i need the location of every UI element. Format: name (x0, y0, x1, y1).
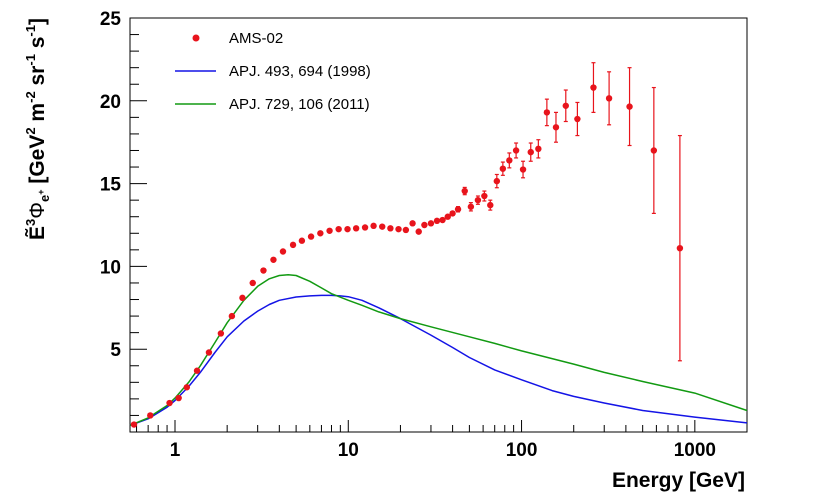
data-point (175, 394, 182, 402)
y-tick-label: 15 (100, 175, 122, 196)
data-point (461, 187, 468, 195)
x-tick-labels: 1 10 100 1000 (170, 440, 716, 461)
data-point (205, 349, 213, 356)
y-tick-label: 25 (100, 9, 122, 30)
axis-ticks (130, 17, 748, 433)
data-point (193, 367, 201, 374)
y-title-pow3: 3 (23, 219, 38, 226)
data-point (361, 224, 369, 231)
data-point (427, 220, 435, 227)
y-title-pow-m1a: -1 (23, 54, 38, 66)
data-point (543, 109, 551, 116)
data-point (249, 279, 256, 287)
data-point (335, 225, 342, 233)
x-axis-title: Energy [GeV] (612, 469, 745, 492)
data-point (474, 196, 482, 204)
y-title-close: ] (26, 18, 49, 25)
y-title-pow-m2: -2 (23, 91, 38, 103)
data-point (439, 216, 446, 224)
legend-label-ams: AMS-02 (229, 30, 283, 47)
data-point (590, 84, 597, 91)
data-point (217, 330, 225, 337)
data-point (326, 227, 333, 234)
curve-apj-2011 (129, 273, 748, 427)
data-point (260, 267, 267, 274)
data-point (650, 147, 658, 154)
data-point (676, 244, 684, 252)
y-tick-labels: 5 10 15 20 25 (100, 9, 122, 361)
legend-label-1998: APJ. 493, 694 (1998) (229, 63, 371, 80)
data-point (535, 145, 542, 153)
data-point (454, 206, 462, 213)
y-tick-label: 10 (100, 257, 121, 278)
plot-frame (129, 17, 748, 433)
data-point (239, 294, 246, 302)
data-point (574, 115, 581, 123)
data-point (147, 412, 154, 419)
y-axis-title: Ẽ3Φe+ [GeV2 m-2 sr-1 s-1] (23, 18, 52, 240)
data-point (481, 192, 488, 200)
data-point (228, 312, 236, 320)
legend-marker-ams (192, 34, 200, 42)
data-point (183, 384, 191, 391)
y-title-open: [GeV (26, 135, 49, 190)
y-title-m: m (26, 103, 49, 128)
y-title-sub-plus: + (36, 190, 46, 195)
model-curves (129, 273, 748, 427)
data-point (370, 222, 377, 230)
data-point (605, 95, 613, 102)
legend: AMS-02 APJ. 493, 694 (1998) APJ. 729, 10… (175, 30, 371, 113)
data-point (519, 166, 527, 173)
data-point (387, 225, 394, 232)
data-point (562, 102, 569, 109)
y-title-phi: Φ (26, 202, 49, 219)
data-point (395, 225, 402, 233)
data-point (270, 256, 277, 263)
y-title-sr: sr (26, 66, 49, 92)
data-point (421, 221, 428, 229)
data-point (344, 225, 351, 233)
x-tick-label: 1 (170, 440, 181, 461)
data-point (499, 165, 507, 172)
y-title-pow2: 2 (23, 127, 38, 134)
data-point (307, 233, 315, 240)
data-point (512, 147, 520, 154)
data-point (352, 225, 360, 232)
data-point (409, 220, 416, 227)
y-title-sub-e: e (37, 195, 52, 202)
ams-data-points (130, 62, 684, 428)
legend-label-2011: APJ. 729, 106 (2011) (229, 96, 370, 113)
y-title-e: Ẽ (26, 226, 49, 240)
y-tick-label: 20 (100, 92, 121, 113)
data-point (289, 241, 297, 249)
curve-apj-1998 (129, 294, 748, 427)
y-tick-label: 5 (110, 340, 121, 361)
data-point (317, 230, 324, 237)
data-point (298, 237, 306, 244)
data-point (487, 201, 494, 209)
data-point (444, 213, 451, 220)
y-title-s: s (26, 37, 49, 55)
data-point (527, 148, 534, 156)
data-point (626, 103, 633, 110)
data-point (402, 226, 410, 234)
data-point (467, 203, 475, 210)
x-tick-label: 100 (506, 440, 538, 461)
data-point (130, 421, 138, 428)
data-point (552, 124, 560, 131)
x-tick-label: 1000 (674, 440, 716, 461)
data-point (166, 399, 173, 407)
data-point (433, 217, 441, 225)
data-point (493, 177, 501, 185)
data-point (379, 223, 386, 230)
data-point (415, 228, 422, 235)
data-point (279, 248, 287, 255)
x-tick-label: 10 (338, 440, 359, 461)
data-point (506, 157, 513, 164)
data-point (449, 210, 456, 217)
y-title-pow-m1b: -1 (23, 25, 38, 37)
